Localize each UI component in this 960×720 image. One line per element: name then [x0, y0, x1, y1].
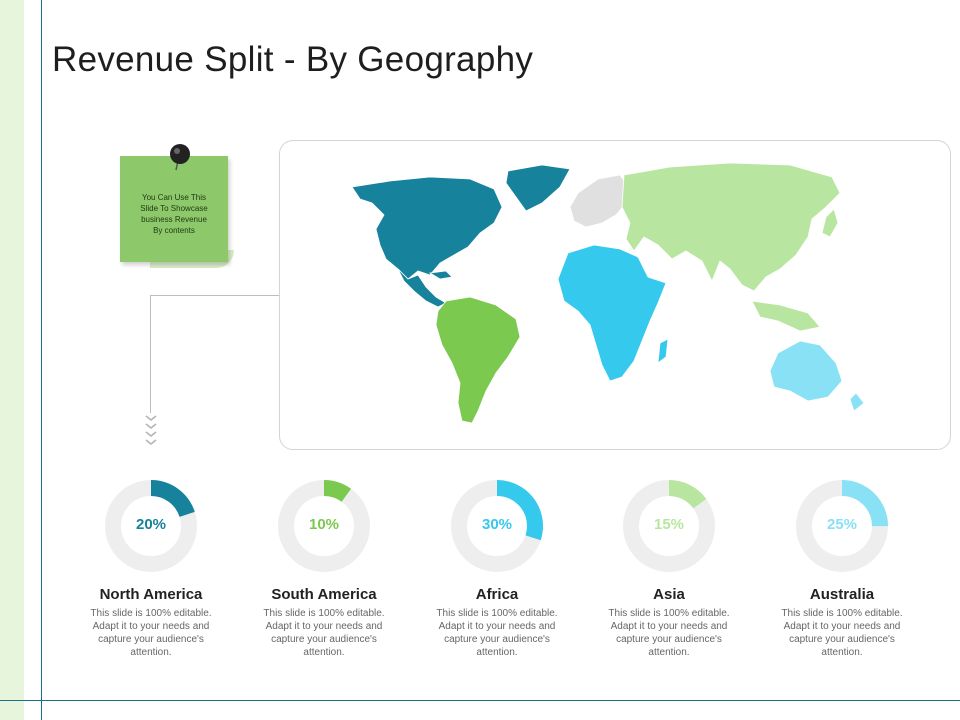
connector-line [150, 295, 280, 296]
sticky-note-line: business Revenue [141, 215, 207, 224]
map-new-zealand [849, 392, 865, 412]
left-divider-line [41, 0, 42, 720]
sticky-note-line: By contents [153, 226, 195, 235]
donut-card-south-america: 10% South America This slide is 100% edita… [244, 478, 404, 659]
region-description: This slide is 100% editable. Adapt it to… [608, 608, 730, 658]
push-pin-icon [170, 144, 190, 171]
map-greenland [505, 164, 571, 212]
donut-card-asia: 15% Asia This slide is 100% editable. Adap… [589, 478, 749, 659]
sticky-note: You Can Use This Slide To Showcase busin… [120, 156, 228, 262]
donut-svg [796, 480, 888, 572]
map-japan [821, 208, 839, 238]
donut-chart: 10% [276, 478, 372, 574]
region-description: This slide is 100% editable. Adapt it to… [90, 608, 212, 658]
page-title: Revenue Split - By Geography [52, 40, 534, 79]
donut-value-label: 15% [653, 516, 685, 533]
donut-card-north-america: 20% North America This slide is 100% edita… [71, 478, 231, 659]
region-name: South America [271, 586, 377, 603]
donut-svg [105, 480, 197, 572]
region-description: This slide is 100% editable. Adapt it to… [781, 608, 903, 658]
map-se-asia-islands [751, 300, 821, 332]
map-australia [769, 340, 843, 402]
donut-slice-asia [623, 480, 715, 572]
donut-chart: 30% [449, 478, 545, 574]
donut-value-label: 10% [308, 516, 340, 533]
bottom-divider-line [0, 700, 960, 701]
donut-svg [451, 480, 543, 572]
donut-card-africa: 30% Africa This slide is 100% editable. Ad… [417, 478, 577, 659]
region-name: Africa [475, 586, 519, 603]
region-name: North America [99, 586, 203, 603]
donut-svg [278, 480, 370, 572]
donut-chart: 20% [103, 478, 199, 574]
world-map [351, 162, 865, 424]
donut-chart: 15% [621, 478, 717, 574]
map-europe [569, 174, 631, 228]
sticky-note-text: You Can Use This Slide To Showcase busin… [120, 192, 228, 236]
map-caribbean [428, 270, 453, 280]
world-map-panel [279, 140, 951, 450]
map-madagascar [657, 338, 669, 364]
donut-svg [623, 480, 715, 572]
donut-slice-africa [451, 480, 543, 572]
map-asia [621, 162, 841, 292]
connector-line [150, 295, 151, 413]
donut-slice-south-america [278, 480, 370, 572]
chevron-down-icon [145, 415, 157, 446]
region-name: Asia [653, 586, 685, 603]
donut-value-label: 30% [481, 516, 513, 533]
donut-slice-north-america [105, 480, 197, 572]
donut-card-australia: 25% Australia This slide is 100% editable.… [762, 478, 922, 659]
donut-value-label: 25% [826, 516, 858, 533]
left-accent-band [0, 0, 24, 720]
sticky-note-line: Slide To Showcase [140, 204, 208, 213]
map-south-america [435, 296, 521, 424]
donut-chart: 25% [794, 478, 890, 574]
region-description: This slide is 100% editable. Adapt it to… [436, 608, 558, 658]
donut-value-label: 20% [135, 516, 167, 533]
region-description: This slide is 100% editable. Adapt it to… [263, 608, 385, 658]
map-africa [557, 244, 667, 382]
donut-slice-australia [796, 480, 888, 572]
sticky-note-line: You Can Use This [141, 193, 207, 202]
map-north-america [351, 176, 503, 280]
region-name: Australia [809, 586, 875, 603]
